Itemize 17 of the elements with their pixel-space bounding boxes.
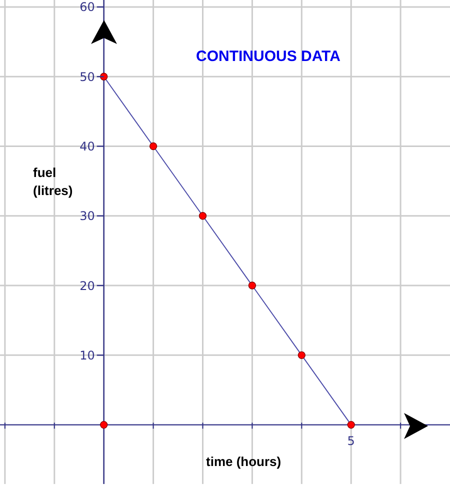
point (198, 212, 207, 220)
point (100, 420, 108, 429)
y-axis-title: fuel (litres) (33, 164, 73, 200)
point (100, 72, 108, 80)
y-tick-label: 20 (80, 278, 95, 293)
y-tick-label: 10 (80, 348, 95, 362)
text: CONTINUOUS DATA (196, 48, 340, 65)
point (298, 351, 306, 360)
point (347, 420, 355, 429)
y-tick-label: 50 (80, 70, 95, 84)
point (149, 142, 158, 150)
point (248, 282, 256, 290)
y-tick-label: 30 (80, 209, 95, 224)
x-tick-label: 5 (347, 434, 355, 448)
y-tick-label: 60 (80, 0, 95, 14)
x-axis-title: time (hours) (206, 454, 282, 469)
y-tick-label: 40 (80, 140, 95, 154)
